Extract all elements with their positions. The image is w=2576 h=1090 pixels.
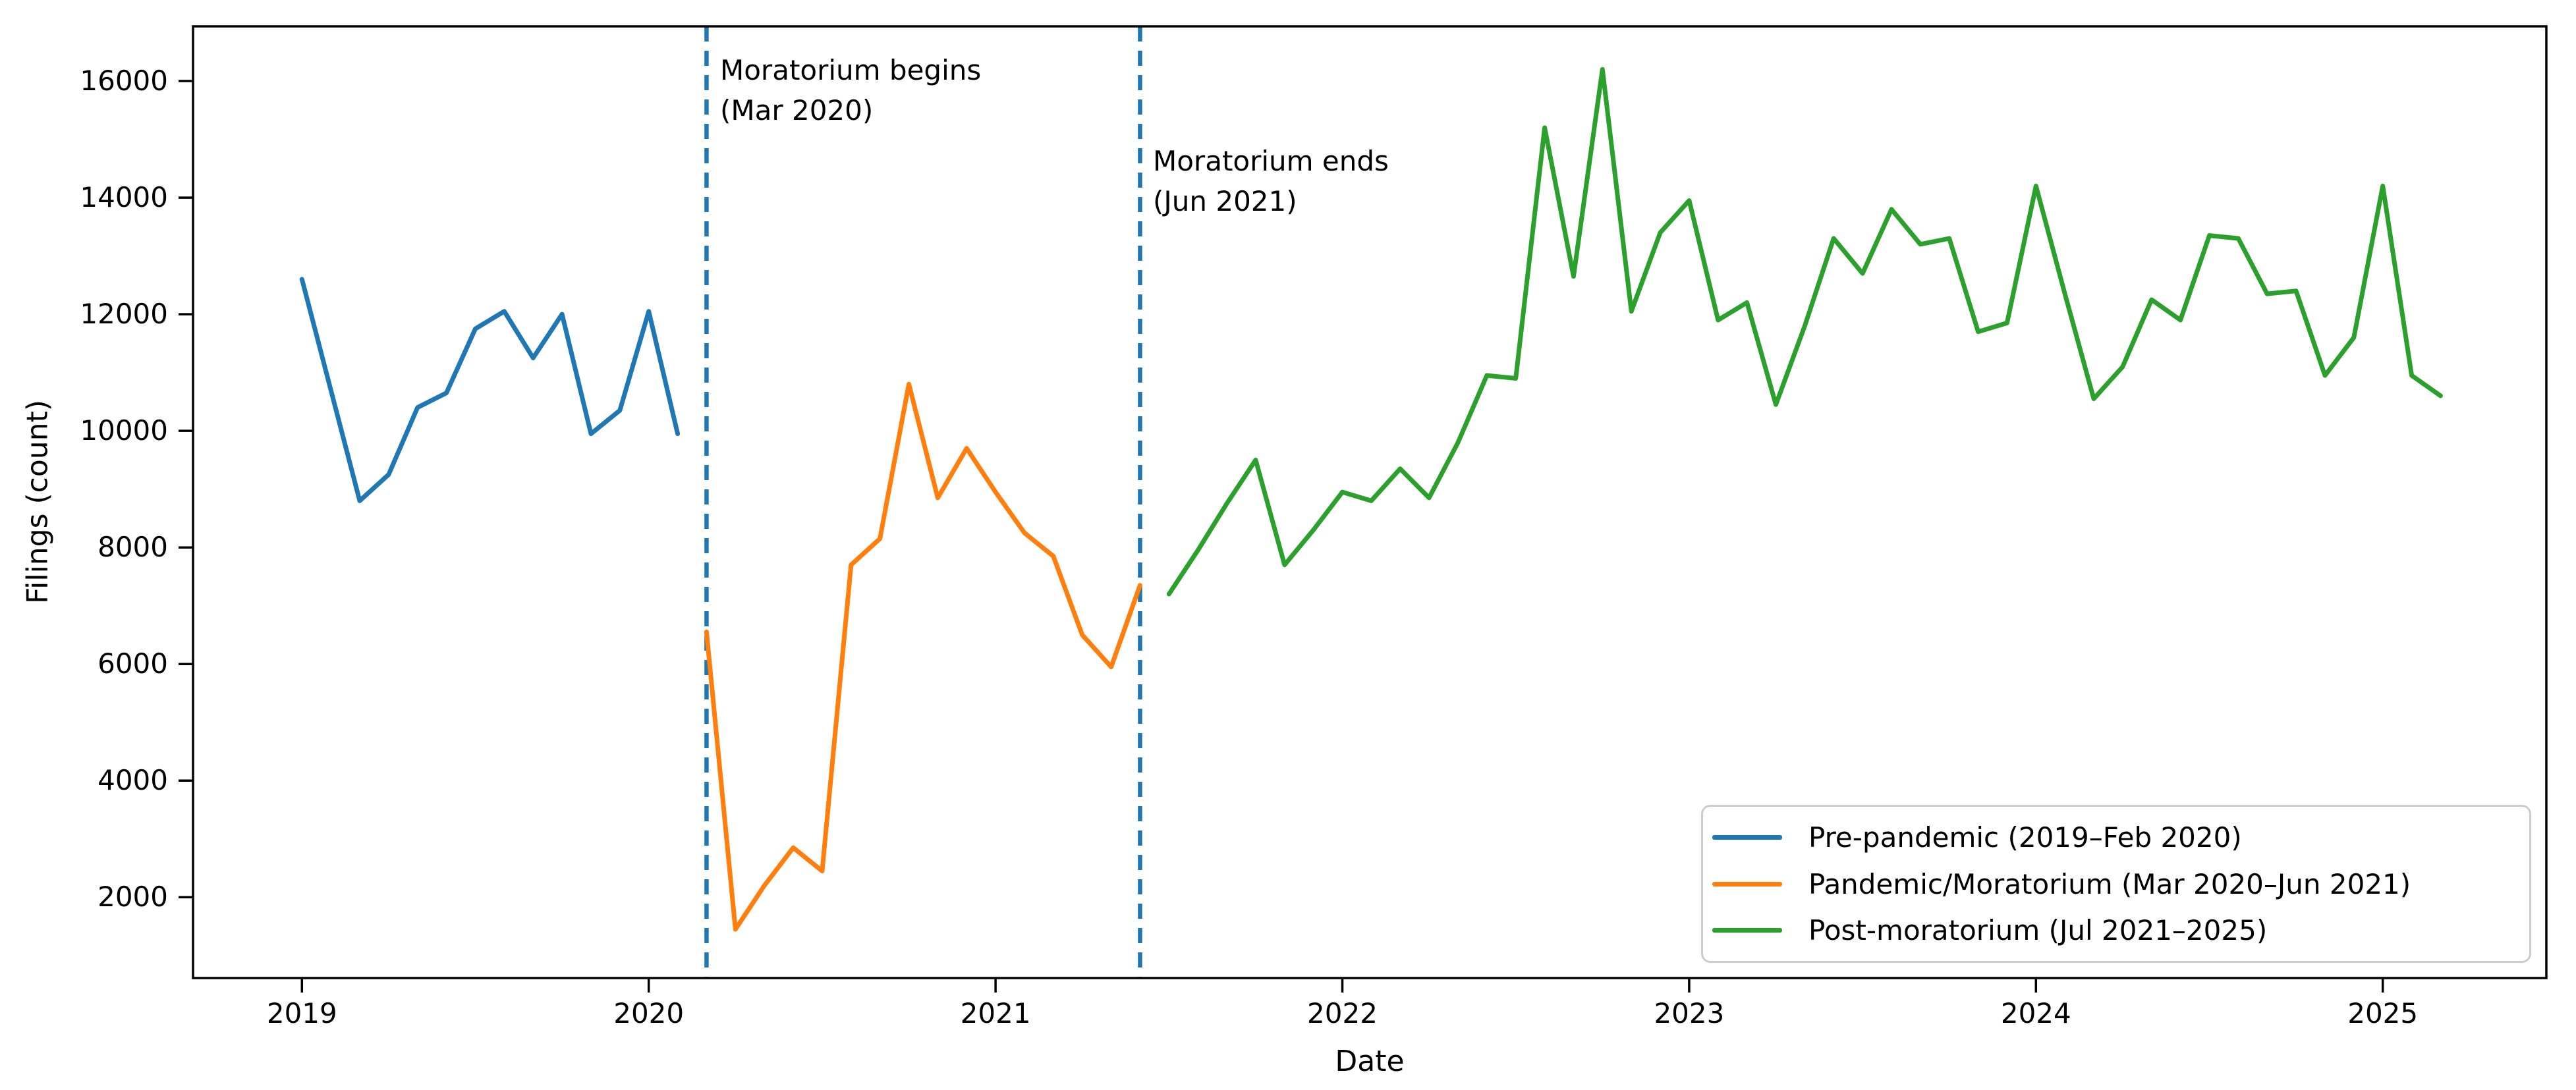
annotation-line: Moratorium ends [1153,145,1389,177]
x-tick-label: 2024 [2000,997,2071,1029]
legend-item-pre-pandemic: Pre-pandemic (2019–Feb 2020) [1712,821,2529,854]
x-tick-label: 2020 [613,997,685,1029]
series-line [704,381,1142,932]
x-tick-label: 2019 [266,997,337,1029]
annotation-moratorium-ends: Moratorium ends (Jun 2021) [1153,141,1389,221]
y-tick-label: 6000 [98,647,168,680]
series-line [1166,67,2443,597]
y-tick-label: 4000 [98,764,168,797]
annotation-line: (Mar 2020) [720,94,874,126]
legend-item-pandemic-moratorium: Pandemic/Moratorium (Mar 2020–Jun 2021) [1712,868,2529,900]
x-tick-label: 2025 [2347,997,2419,1029]
y-tick-label: 16000 [80,65,168,97]
y-tick-label: 8000 [98,531,168,564]
annotation-line: (Jun 2021) [1153,185,1297,217]
y-tick-label: 14000 [80,181,168,214]
y-tick-label: 10000 [80,414,168,447]
annotation-moratorium-begins: Moratorium begins (Mar 2020) [720,50,981,130]
y-tick-label: 2000 [98,881,168,913]
y-axis-label: Filings (count) [20,400,55,604]
annotation-line: Moratorium begins [720,54,982,86]
x-axis-label: Date [1335,1045,1405,1078]
legend: Pre-pandemic (2019–Feb 2020) Pandemic/Mo… [1701,805,2531,963]
plot-spines [192,25,2548,979]
x-tick-label: 2022 [1307,997,1378,1029]
series-line [299,277,681,503]
legend-item-post-moratorium: Post-moratorium (Jul 2021–2025) [1712,914,2529,946]
x-tick-label: 2023 [1654,997,1725,1029]
x-tick-label: 2021 [960,997,1031,1029]
legend-swatch-orange-line [1712,881,1782,886]
legend-label: Post-moratorium (Jul 2021–2025) [1808,914,2268,947]
legend-swatch-green-line [1712,928,1782,933]
legend-swatch-blue-line [1712,834,1782,840]
legend-label: Pandemic/Moratorium (Mar 2020–Jun 2021) [1808,867,2411,900]
legend-label: Pre-pandemic (2019–Feb 2020) [1808,821,2242,854]
y-tick-label: 12000 [80,298,168,331]
